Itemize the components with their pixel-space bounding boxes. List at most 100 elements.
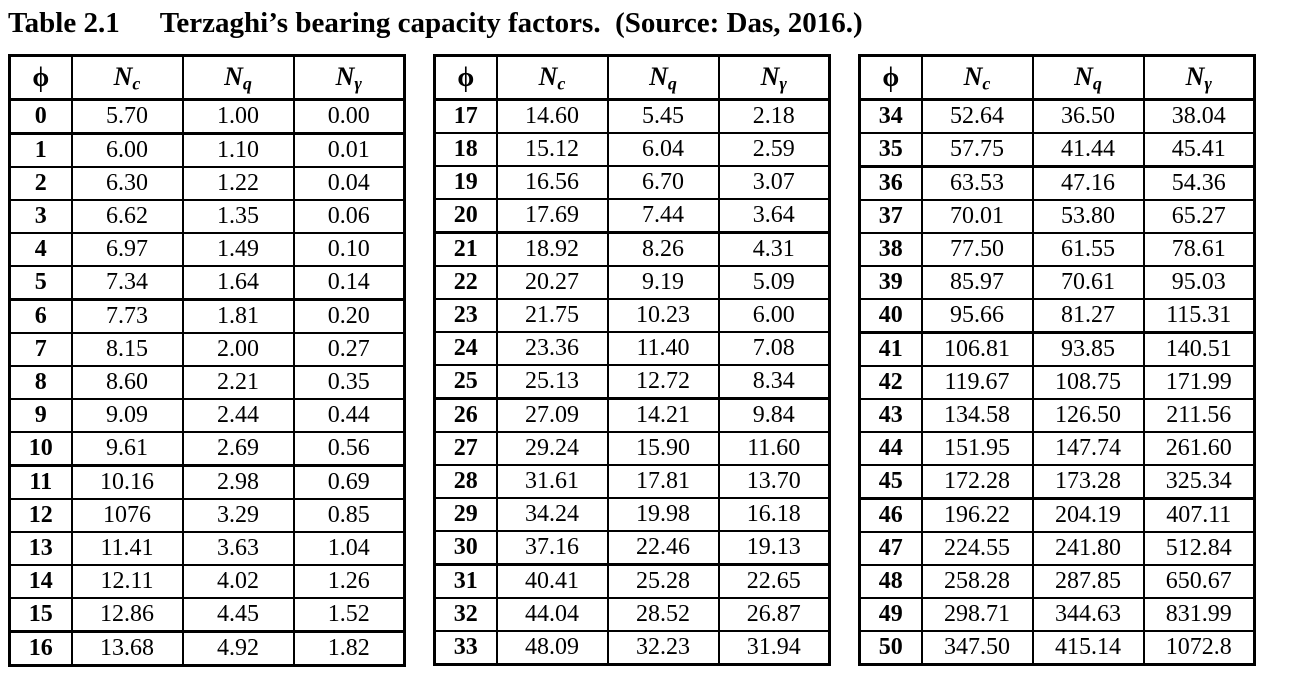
table-row: 35 57.75 41.44 45.41 [858, 131, 1256, 168]
value-cell: 171.99 [1142, 364, 1256, 400]
phi-cell: 1 [8, 132, 73, 168]
value-cell: 70.61 [1031, 264, 1145, 300]
value-cell: 12.86 [70, 596, 184, 633]
value-cell: 3.63 [181, 530, 295, 566]
value-cell: 147.74 [1031, 430, 1145, 466]
table-row: 29 34.24 19.98 16.18 [433, 496, 831, 532]
phi-cell: 13 [8, 530, 73, 566]
value-cell: 22.65 [717, 563, 831, 599]
phi-cell: 39 [858, 264, 923, 300]
table-row: 43 134.58 126.50 211.56 [858, 397, 1256, 433]
table-row: 1 6.00 1.10 0.01 [8, 132, 406, 168]
value-cell: 9.19 [606, 264, 720, 300]
value-cell: 7.34 [70, 264, 184, 301]
value-cell: 12.11 [70, 563, 184, 599]
col-header-phi: ϕ [433, 54, 498, 101]
value-cell: 78.61 [1142, 231, 1256, 267]
phi-cell: 42 [858, 364, 923, 400]
value-cell: 37.16 [495, 529, 609, 566]
value-cell: 407.11 [1142, 497, 1256, 533]
value-cell: 134.58 [920, 397, 1034, 433]
value-cell: 119.67 [920, 364, 1034, 400]
col-header-q: Nq [1031, 54, 1145, 101]
value-cell: 53.80 [1031, 198, 1145, 234]
value-cell: 4.45 [181, 596, 295, 633]
table-row: 9 9.09 2.44 0.44 [8, 397, 406, 433]
table-row: 3 6.62 1.35 0.06 [8, 198, 406, 234]
table-row: 8 8.60 2.21 0.35 [8, 364, 406, 400]
value-cell: 8.34 [717, 363, 831, 400]
phi-cell: 47 [858, 530, 923, 566]
value-cell: 0.27 [292, 331, 406, 367]
value-cell: 1.04 [292, 530, 406, 566]
value-cell: 19.13 [717, 529, 831, 566]
value-cell: 211.56 [1142, 397, 1256, 433]
phi-cell: 50 [858, 629, 923, 666]
value-cell: 2.44 [181, 397, 295, 433]
value-cell: 61.55 [1031, 231, 1145, 267]
value-cell: 224.55 [920, 530, 1034, 566]
value-cell: 48.09 [495, 629, 609, 666]
value-cell: 512.84 [1142, 530, 1256, 566]
table-row: 30 37.16 22.46 19.13 [433, 529, 831, 566]
table-row: 14 12.11 4.02 1.26 [8, 563, 406, 599]
value-cell: 36.50 [1031, 98, 1145, 134]
table-row: 7 8.15 2.00 0.27 [8, 331, 406, 367]
value-cell: 325.34 [1142, 463, 1256, 500]
value-cell: 172.28 [920, 463, 1034, 500]
value-cell: 12.72 [606, 363, 720, 400]
table-row: 46 196.22 204.19 407.11 [858, 497, 1256, 533]
value-cell: 1.49 [181, 231, 295, 267]
phi-cell: 0 [8, 98, 73, 135]
value-cell: 1076 [70, 497, 184, 533]
phi-cell: 37 [858, 198, 923, 234]
table-row: 25 25.13 12.72 8.34 [433, 363, 831, 400]
value-cell: 344.63 [1031, 596, 1145, 632]
value-cell: 2.00 [181, 331, 295, 367]
value-cell: 126.50 [1031, 397, 1145, 433]
table-row: 22 20.27 9.19 5.09 [433, 264, 831, 300]
value-cell: 27.09 [495, 397, 609, 433]
value-cell: 204.19 [1031, 497, 1145, 533]
phi-cell: 30 [433, 529, 498, 566]
phi-cell: 33 [433, 629, 498, 666]
value-cell: 3.07 [717, 164, 831, 200]
factors-table-3: ϕ Nc Nq Nγ 34 52.64 36.50 38.04 35 57.75 41.44 45.4… [858, 53, 1256, 666]
value-cell: 6.00 [717, 297, 831, 333]
phi-cell: 48 [858, 563, 923, 599]
value-cell: 57.75 [920, 131, 1034, 168]
value-cell: 4.31 [717, 231, 831, 267]
table-row: 10 9.61 2.69 0.56 [8, 430, 406, 467]
value-cell: 34.24 [495, 496, 609, 532]
table-row: 17 14.60 5.45 2.18 [433, 98, 831, 134]
table-row: 50 347.50 415.14 1072.8 [858, 629, 1256, 666]
value-cell: 6.97 [70, 231, 184, 267]
value-cell: 17.69 [495, 197, 609, 234]
value-cell: 1.64 [181, 264, 295, 301]
table-row: 5 7.34 1.64 0.14 [8, 264, 406, 301]
table-row: 23 21.75 10.23 6.00 [433, 297, 831, 333]
value-cell: 2.59 [717, 131, 831, 167]
phi-cell: 34 [858, 98, 923, 134]
table-row: 24 23.36 11.40 7.08 [433, 330, 831, 366]
value-cell: 65.27 [1142, 198, 1256, 234]
phi-cell: 14 [8, 563, 73, 599]
phi-cell: 32 [433, 596, 498, 632]
value-cell: 415.14 [1031, 629, 1145, 666]
value-cell: 1.10 [181, 132, 295, 168]
value-cell: 6.70 [606, 164, 720, 200]
table-row: 38 77.50 61.55 78.61 [858, 231, 1256, 267]
value-cell: 258.28 [920, 563, 1034, 599]
value-cell: 29.24 [495, 430, 609, 466]
value-cell: 31.61 [495, 463, 609, 499]
value-cell: 5.45 [606, 98, 720, 134]
value-cell: 0.56 [292, 430, 406, 467]
value-cell: 14.60 [495, 98, 609, 134]
phi-cell: 9 [8, 397, 73, 433]
table-row: 4 6.97 1.49 0.10 [8, 231, 406, 267]
value-cell: 77.50 [920, 231, 1034, 267]
value-cell: 115.31 [1142, 297, 1256, 334]
value-cell: 8.15 [70, 331, 184, 367]
value-cell: 81.27 [1031, 297, 1145, 334]
value-cell: 241.80 [1031, 530, 1145, 566]
